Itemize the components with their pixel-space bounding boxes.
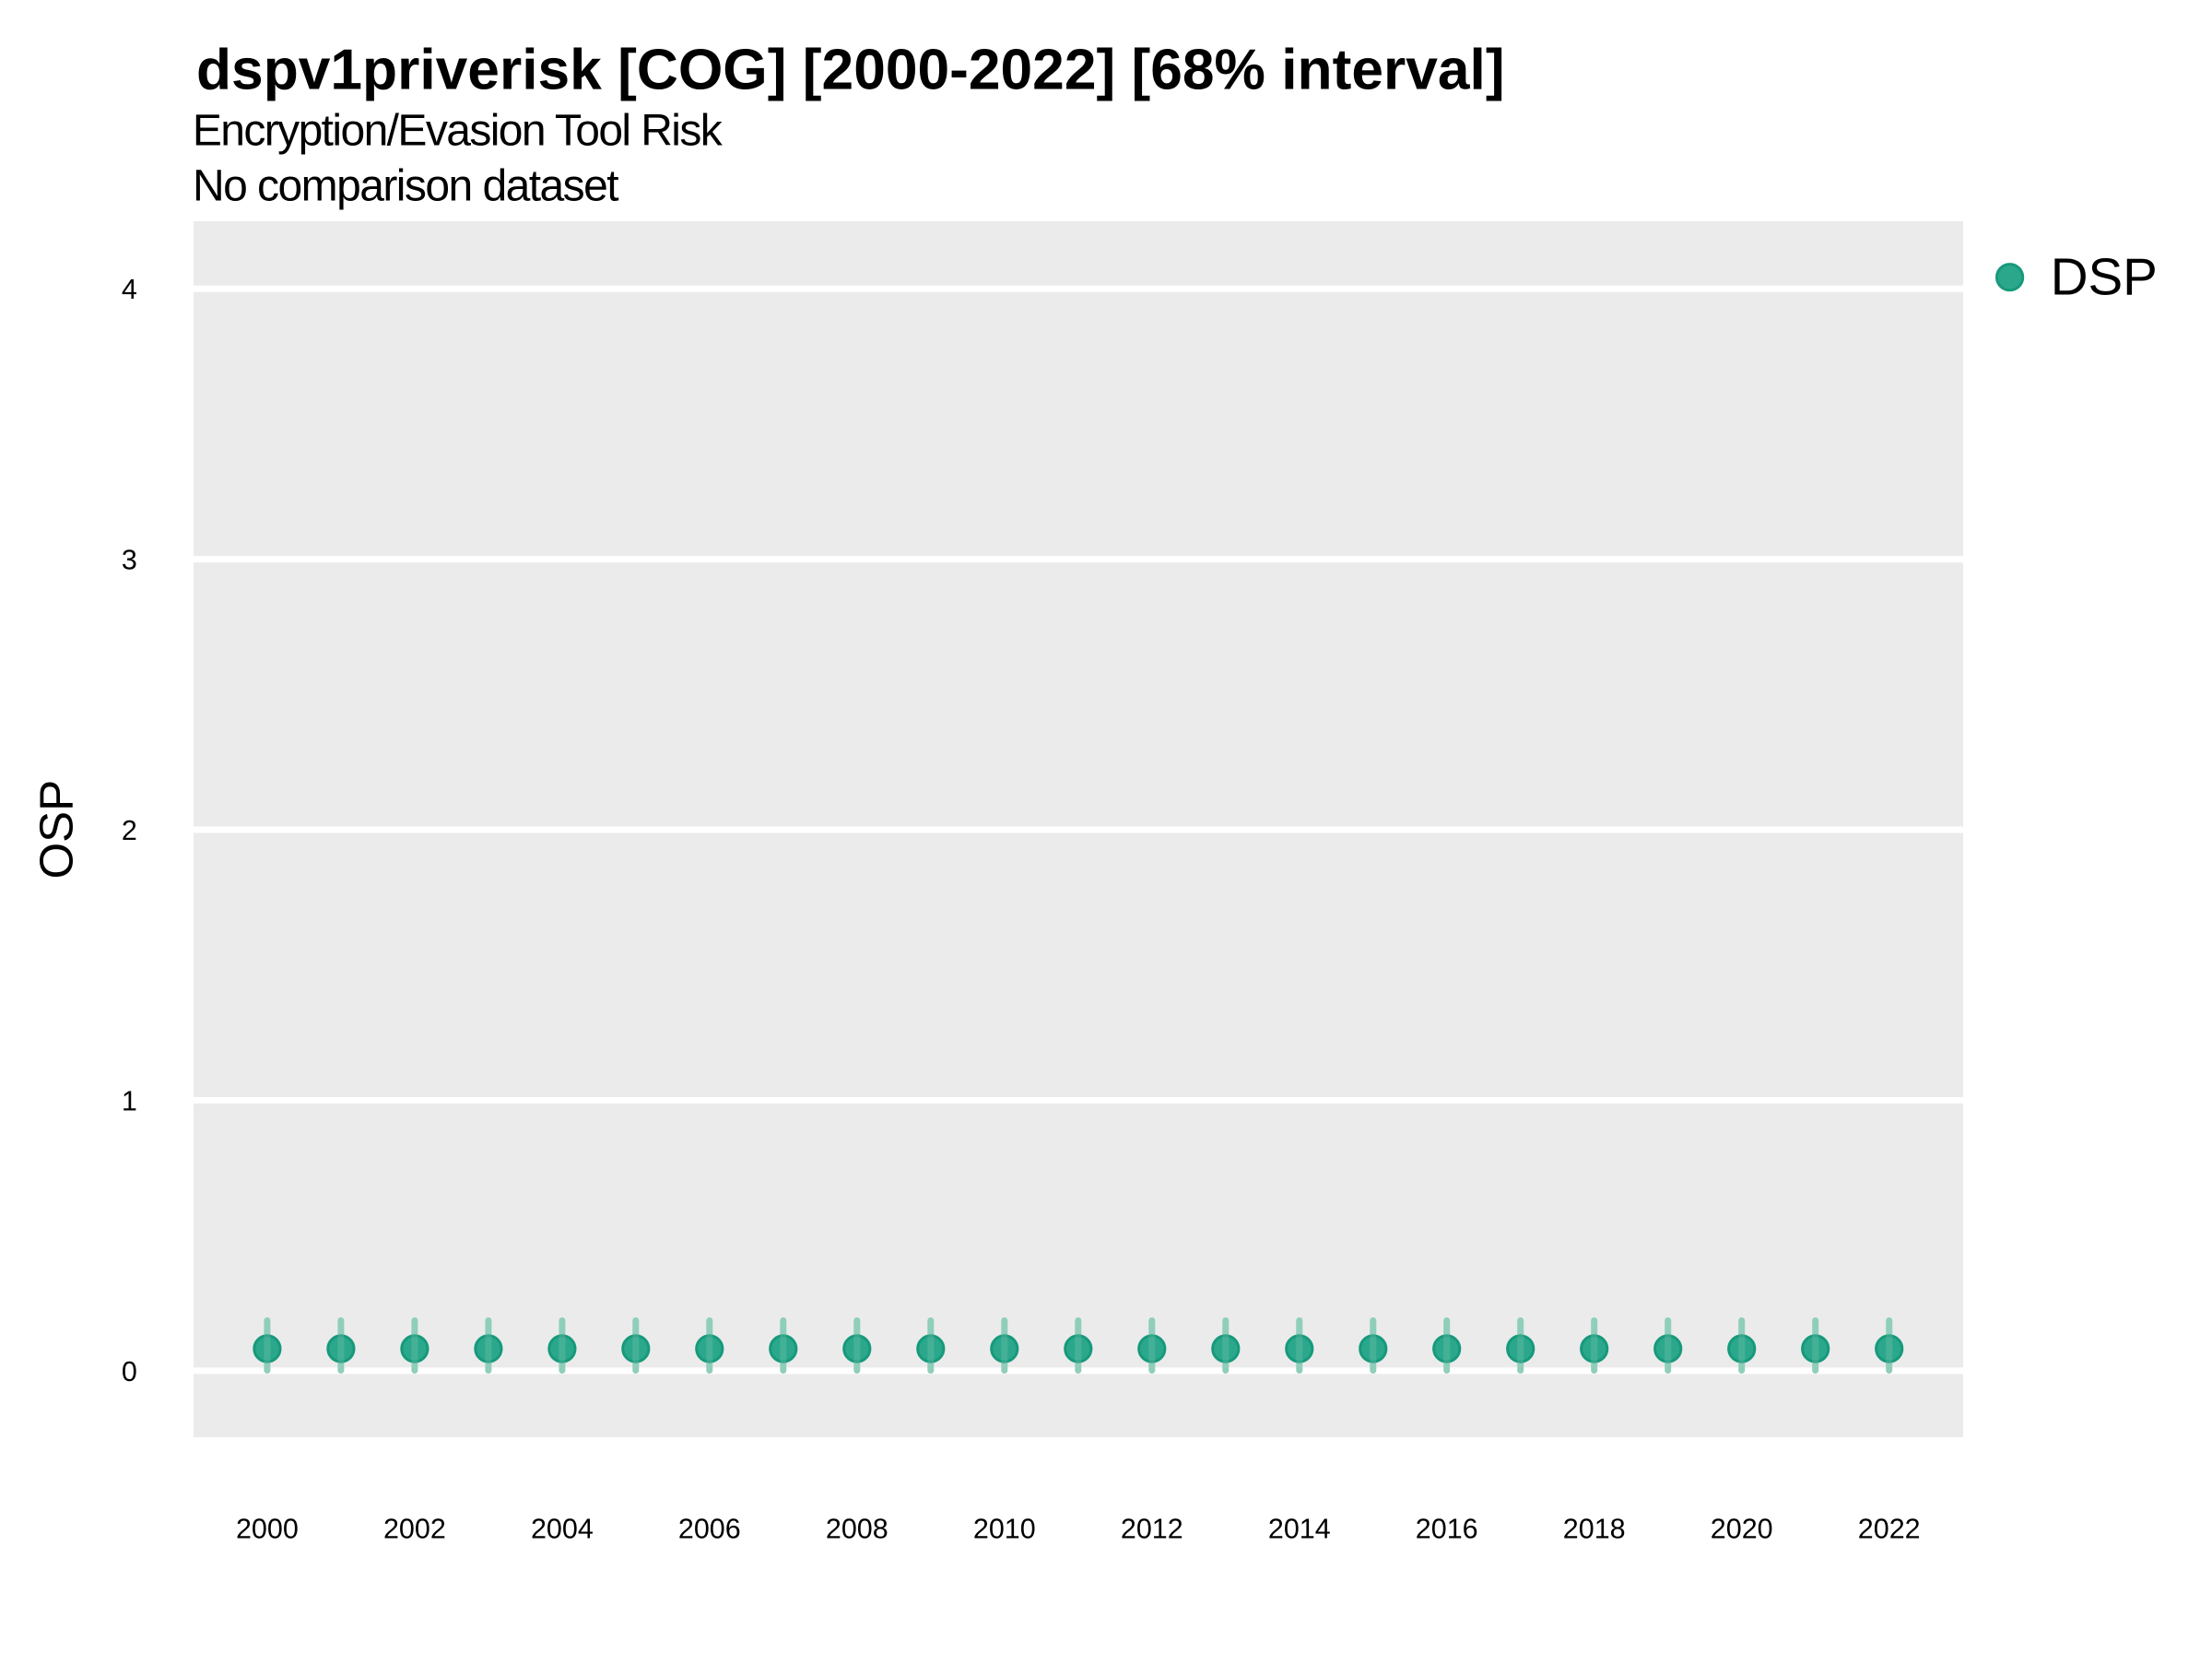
svg-text:0: 0 [122, 1356, 137, 1387]
svg-text:2010: 2010 [973, 1513, 1036, 1544]
svg-text:4: 4 [122, 274, 137, 305]
svg-text:2022: 2022 [1858, 1513, 1921, 1544]
svg-text:2018: 2018 [1563, 1513, 1626, 1544]
svg-text:Encryption/Evasion Tool Risk: Encryption/Evasion Tool Risk [193, 106, 724, 155]
svg-text:2020: 2020 [1711, 1513, 1773, 1544]
svg-text:2002: 2002 [383, 1513, 446, 1544]
svg-text:No comparison dataset: No comparison dataset [193, 162, 618, 211]
svg-text:2016: 2016 [1416, 1513, 1478, 1544]
svg-text:2: 2 [122, 815, 137, 846]
svg-text:2014: 2014 [1268, 1513, 1331, 1544]
svg-text:2012: 2012 [1121, 1513, 1183, 1544]
svg-text:3: 3 [122, 545, 137, 576]
svg-text:1: 1 [122, 1085, 137, 1116]
svg-text:2008: 2008 [826, 1513, 888, 1544]
svg-text:OSP: OSP [30, 780, 83, 879]
svg-text:2004: 2004 [531, 1513, 594, 1544]
svg-text:2000: 2000 [236, 1513, 299, 1544]
svg-text:DSP: DSP [2051, 248, 2158, 306]
svg-text:2006: 2006 [678, 1513, 741, 1544]
svg-text:dspv1priverisk [COG] [2000-202: dspv1priverisk [COG] [2000-2022] [68% in… [196, 38, 1505, 101]
